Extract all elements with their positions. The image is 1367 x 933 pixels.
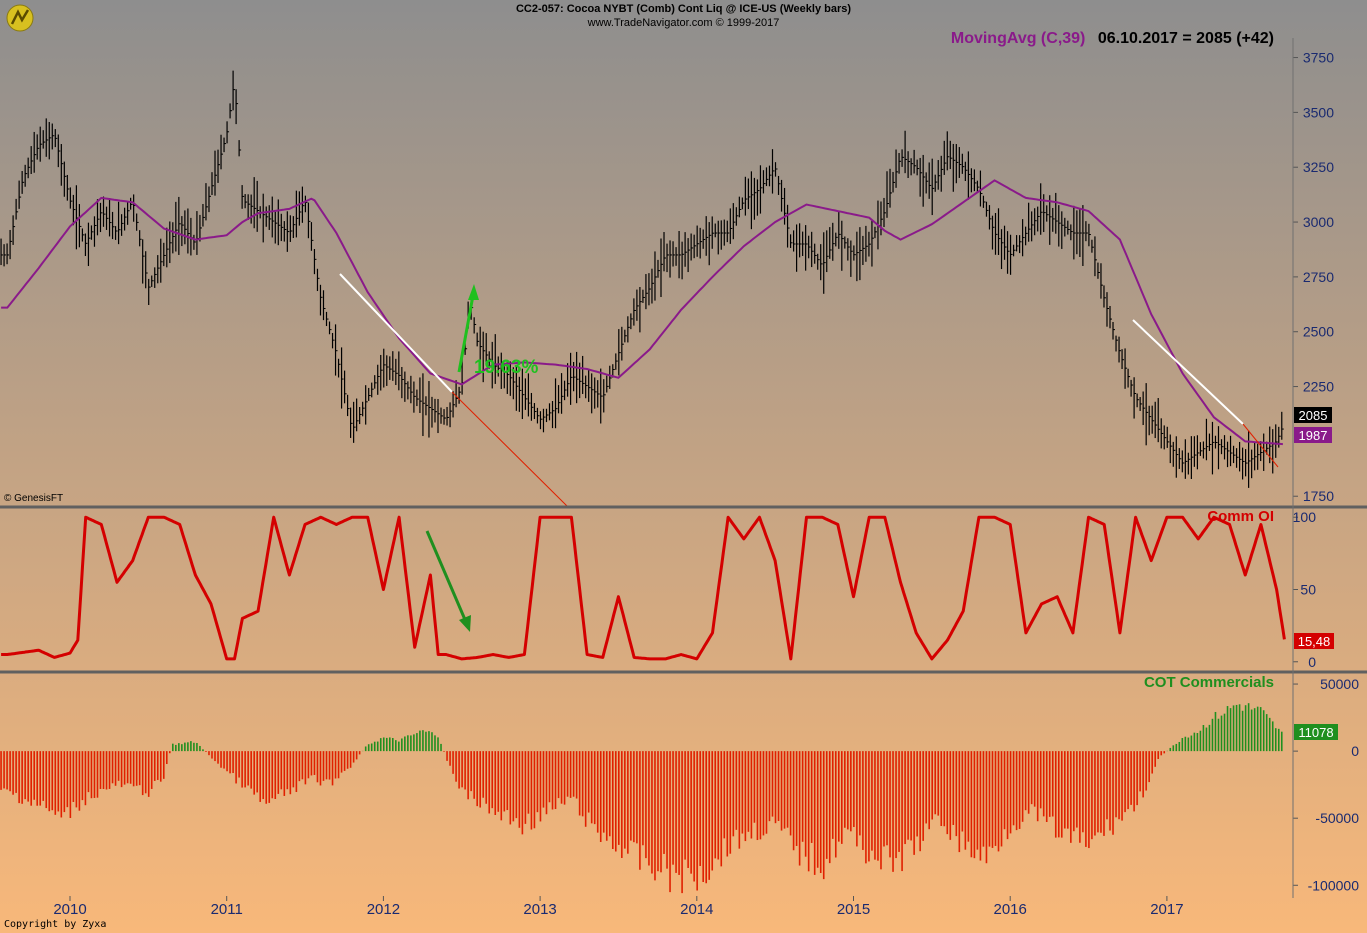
price-axis: 1750 2250 2500 2750 3000 3250 3500 3750 (1293, 50, 1334, 504)
price-panel: 19.63% (0, 70, 1284, 507)
cot-bars (0, 703, 1283, 894)
price-axis-label: 1750 (1303, 488, 1334, 504)
x-axis-label: 2012 (367, 901, 400, 918)
comm-oi-title: Comm OI (1207, 508, 1274, 525)
comm-oi-panel: Comm OI (1, 508, 1286, 661)
cot-axis: -100000 -50000 0 50000 (1293, 676, 1359, 893)
x-axis-label: 2010 (53, 901, 86, 918)
chart-title: CC2-057: Cocoa NYBT (Comb) Cont Liq @ IC… (515, 3, 852, 15)
last-ma-badge (1294, 427, 1332, 443)
decline-arrow-head (459, 615, 471, 632)
price-axis-label: 3500 (1303, 104, 1334, 120)
x-axis-label: 2015 (837, 901, 870, 918)
cot-axis-label: -100000 (1308, 877, 1360, 893)
price-axis-label: 3000 (1303, 214, 1334, 230)
last-price-label: 2085 (1299, 408, 1328, 423)
price-axis-label: 3250 (1303, 159, 1334, 175)
trendline-white-2017 (1132, 319, 1244, 425)
comm-oi-axis-label: 100 (1293, 509, 1317, 525)
trendline-white-2012 (339, 273, 453, 393)
trade-navigator-logo (4, 2, 36, 34)
price-axis-label: 2750 (1303, 269, 1334, 285)
ma-legend-label: MovingAvg (C,39) (950, 30, 1086, 47)
ma-legend-reading: 06.10.2017 = 2085 (+42) (1097, 30, 1274, 47)
cot-axis-label: 50000 (1320, 676, 1359, 692)
trendline-red-2017 (1242, 423, 1279, 468)
x-axis-label: 2014 (680, 901, 713, 918)
cot-title: COT Commercials (1144, 674, 1274, 691)
price-axis-label: 2250 (1303, 379, 1334, 395)
cot-last-badge (1294, 724, 1338, 740)
x-axis-label: 2013 (523, 901, 556, 918)
price-axis-label: 3750 (1303, 50, 1334, 66)
comm-oi-line (1, 515, 1286, 661)
price-axis-label: 2500 (1303, 324, 1334, 340)
trendline-red-2012 (451, 391, 568, 507)
x-axis-label: 2011 (211, 901, 243, 918)
price-bars (0, 70, 1284, 488)
comm-oi-last-label: 15,48 (1298, 634, 1331, 649)
cot-last-label: 11078 (1298, 725, 1333, 740)
x-axis-label: 2016 (994, 901, 1027, 918)
genesis-watermark: © GenesisFT (4, 493, 64, 504)
x-axis: 2010 2011 2012 2013 2014 2015 2016 2017 (53, 896, 1184, 918)
cot-axis-label: -50000 (1315, 810, 1359, 826)
last-price-badge (1294, 407, 1332, 423)
rally-arrow-head (468, 284, 479, 300)
chart-subtitle: www.TradeNavigator.com © 1999-2017 (587, 17, 780, 29)
cot-axis-label: 0 (1351, 743, 1359, 759)
rally-percent-label: 19.63% (474, 357, 539, 378)
comm-oi-axis-label: 50 (1300, 582, 1316, 598)
copyright-note: Copyright by Zyxa (4, 919, 107, 930)
comm-oi-axis: 0 50 100 (1293, 509, 1317, 670)
comm-oi-last-badge (1294, 633, 1334, 649)
last-ma-label: 1987 (1299, 428, 1328, 443)
moving-average-line (1, 179, 1283, 446)
comm-oi-axis-label: 0 (1308, 654, 1316, 670)
x-axis-label: 2017 (1150, 901, 1183, 918)
cot-panel: COT Commercials (0, 674, 1283, 894)
ma-legend: MovingAvg (C,39) 06.10.2017 = 2085 (+42) (951, 30, 1274, 48)
rally-arrow-line (457, 289, 476, 373)
decline-arrow-line (425, 530, 468, 623)
